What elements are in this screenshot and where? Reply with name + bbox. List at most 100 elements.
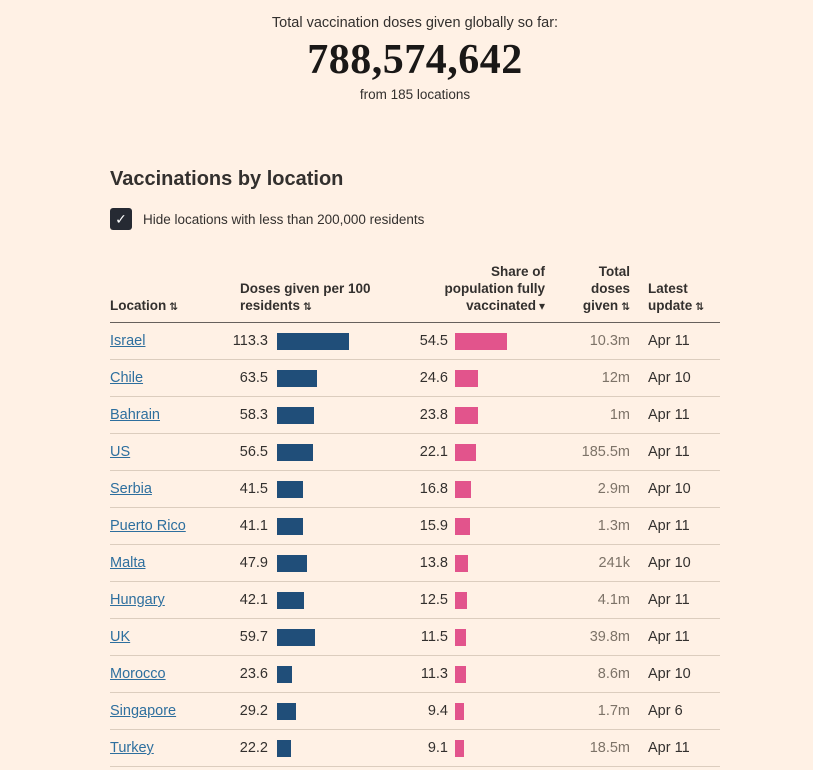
table-row: Singapore 29.2 9.4 1.7m Apr 6 <box>110 693 720 730</box>
column-header-updated-label: Latest update <box>648 280 693 313</box>
latest-update-value: Apr 11 <box>648 407 690 423</box>
global-total-number: 788,574,642 <box>307 37 523 83</box>
share-bar-cell <box>448 665 570 683</box>
sort-icon: ⇅ <box>621 300 630 313</box>
doses-bar-cell <box>268 332 403 350</box>
location-cell: Chile <box>110 370 220 386</box>
column-header-doses-per-100[interactable]: Doses given per 100 residents ⇅ <box>220 280 390 314</box>
location-link[interactable]: Morocco <box>110 666 166 682</box>
share-bar-cell <box>448 443 570 461</box>
location-cell: Singapore <box>110 703 220 719</box>
doses-per-100-value: 47.9 <box>239 555 268 571</box>
share-bar <box>455 406 478 424</box>
doses-bar-cell <box>268 591 403 609</box>
total-doses-value: 18.5m <box>589 740 630 756</box>
total-doses-value: 1.3m <box>597 518 630 534</box>
share-bar <box>455 517 471 535</box>
share-bar <box>455 702 464 720</box>
location-link[interactable]: Israel <box>110 333 146 349</box>
latest-update-value: Apr 11 <box>648 518 690 534</box>
section-title: Vaccinations by location <box>110 168 344 190</box>
latest-update-value: Apr 10 <box>648 370 691 386</box>
doses-per-100-value: 42.1 <box>239 592 268 608</box>
location-link[interactable]: Turkey <box>110 740 154 756</box>
table-row: US 56.5 22.1 185.5m Apr 11 <box>110 434 720 471</box>
doses-bar-cell <box>268 443 403 461</box>
column-header-share-vaccinated[interactable]: Share of population fully vaccinated ▾ <box>427 263 546 314</box>
population-filter-toggle[interactable]: ✓ Hide locations with less than 200,000 … <box>110 208 424 230</box>
location-link[interactable]: Hungary <box>110 592 165 608</box>
doses-bar <box>277 480 304 498</box>
sort-icon: ⇅ <box>303 300 312 313</box>
share-fully-vaccinated-value: 54.5 <box>419 333 448 349</box>
filter-label: Hide locations with less than 200,000 re… <box>143 211 425 227</box>
total-doses-value: 39.8m <box>589 629 630 645</box>
location-cell: Israel <box>110 333 220 349</box>
doses-per-100-value: 58.3 <box>239 407 268 423</box>
global-total-header: Total vaccination doses given globally s… <box>110 0 720 102</box>
location-link[interactable]: US <box>110 444 131 460</box>
column-header-location[interactable]: Location ⇅ <box>110 297 220 314</box>
doses-bar <box>277 702 296 720</box>
location-cell: Puerto Rico <box>110 518 220 534</box>
share-fully-vaccinated-value: 13.8 <box>419 555 448 571</box>
share-fully-vaccinated-value: 22.1 <box>419 444 448 460</box>
share-bar <box>455 369 479 387</box>
location-cell: Malta <box>110 555 220 571</box>
table-row: UK 59.7 11.5 39.8m Apr 11 <box>110 619 720 656</box>
total-doses-value: 185.5m <box>581 444 630 460</box>
share-fully-vaccinated-value: 24.6 <box>419 370 448 386</box>
total-doses-value: 8.6m <box>597 666 630 682</box>
table-body: Israel 113.3 54.5 10.3m Apr 11 Chile 63.… <box>110 323 720 767</box>
table-row: Serbia 41.5 16.8 2.9m Apr 10 <box>110 471 720 508</box>
location-link[interactable]: Bahrain <box>110 407 160 423</box>
doses-per-100-value: 22.2 <box>239 740 268 756</box>
doses-per-100-value: 56.5 <box>239 444 268 460</box>
doses-bar-cell <box>268 628 403 646</box>
location-cell: Hungary <box>110 592 220 608</box>
column-header-latest-update[interactable]: Latest update ⇅ <box>630 280 720 314</box>
doses-bar <box>277 517 304 535</box>
share-fully-vaccinated-value: 11.3 <box>420 666 448 682</box>
checkmark-icon: ✓ <box>115 210 127 227</box>
total-doses-value: 241k <box>598 555 630 571</box>
share-fully-vaccinated-value: 23.8 <box>419 407 448 423</box>
share-bar <box>455 443 476 461</box>
column-header-total-doses[interactable]: Total doses given ⇅ <box>570 263 630 314</box>
location-cell: Turkey <box>110 740 220 756</box>
share-bar-cell <box>448 480 570 498</box>
share-fully-vaccinated-value: 12.5 <box>419 592 448 608</box>
column-header-share-label: Share of population fully vaccinated <box>444 263 546 313</box>
location-link[interactable]: Malta <box>110 555 146 571</box>
doses-bar-cell <box>268 739 403 757</box>
location-link[interactable]: Serbia <box>110 481 152 497</box>
doses-bar <box>277 739 292 757</box>
location-cell: Morocco <box>110 666 220 682</box>
filter-checkbox[interactable]: ✓ <box>110 208 132 230</box>
doses-bar-cell <box>268 554 403 572</box>
share-bar-cell <box>448 739 570 757</box>
latest-update-value: Apr 11 <box>648 740 690 756</box>
doses-per-100-value: 23.6 <box>239 666 268 682</box>
global-total-caption: Total vaccination doses given globally s… <box>271 15 559 31</box>
share-bar <box>455 739 464 757</box>
doses-bar-cell <box>268 406 403 424</box>
table-row: Puerto Rico 41.1 15.9 1.3m Apr 11 <box>110 508 720 545</box>
table-row: Turkey 22.2 9.1 18.5m Apr 11 <box>110 730 720 767</box>
share-bar <box>455 480 471 498</box>
location-link[interactable]: Singapore <box>110 703 177 719</box>
doses-bar-cell <box>268 480 403 498</box>
doses-bar <box>277 591 304 609</box>
share-bar <box>455 628 466 646</box>
share-bar-cell <box>448 702 570 720</box>
location-link[interactable]: Chile <box>110 370 144 386</box>
location-link[interactable]: UK <box>110 629 131 645</box>
table-row: Bahrain 58.3 23.8 1m Apr 11 <box>110 397 720 434</box>
location-link[interactable]: Puerto Rico <box>110 518 186 534</box>
total-doses-value: 2.9m <box>597 481 630 497</box>
doses-per-100-value: 29.2 <box>239 703 268 719</box>
latest-update-value: Apr 11 <box>648 444 690 460</box>
share-bar <box>455 591 467 609</box>
table-row: Israel 113.3 54.5 10.3m Apr 11 <box>110 323 720 360</box>
locations-count-caption: from 185 locations <box>359 87 471 102</box>
